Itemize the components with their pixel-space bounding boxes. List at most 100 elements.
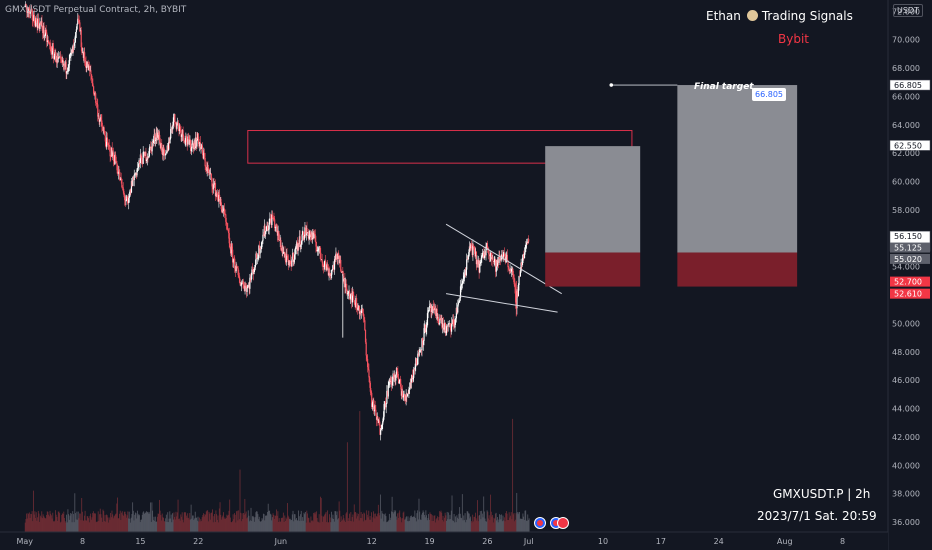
volume-bar [55,514,57,532]
candle-body [148,148,150,157]
candle-body [364,320,366,331]
volume-bar [515,513,517,532]
candle-body [207,167,209,169]
price-tick: 70.000 [892,36,920,45]
candle-body [371,403,374,407]
volume-bar [333,521,335,532]
candle-body [75,29,78,33]
volume-bar [426,515,428,532]
candle-body [349,296,351,299]
candle-body [427,311,429,314]
volume-bar [320,496,321,532]
candle-body [451,323,453,325]
candle-body [371,392,373,407]
candle-body [380,429,382,430]
volume-bar [434,515,436,532]
volume-bar [437,516,439,532]
candle-body [516,291,518,309]
volume-bar [309,522,311,532]
candle-body [152,139,155,144]
candle-body [139,160,141,164]
candle-body [376,417,378,420]
candle-body [302,231,305,240]
volume-bar [205,514,207,532]
candle-body [79,22,81,32]
candle-body [282,247,284,254]
candle-body [86,61,89,67]
candle-body [402,391,404,398]
volume-bar [161,513,163,532]
candle-body [441,317,443,328]
volume-bar [93,513,95,532]
candle-body [110,156,112,157]
volume-bar [46,511,48,532]
volume-bar [375,513,377,532]
candle-body [303,236,305,240]
candle-body [44,35,46,37]
candle-body [88,65,90,71]
candle-body [183,135,185,141]
candle-body [135,172,137,176]
candle-body [360,311,362,313]
candle-body [358,305,360,314]
candle-body [66,70,69,72]
volume-bar [106,514,107,532]
volume-bar [25,519,27,532]
candle-body [394,375,396,381]
candle-body [255,253,257,265]
candle-body [373,406,376,412]
candle-body [469,246,471,249]
volume-bar [422,510,424,532]
candle-body [423,328,425,341]
candle-body [68,64,70,68]
candle-body [108,145,110,146]
candle-body [95,93,97,103]
candle-body [475,251,477,265]
candle-body [31,9,33,11]
candle-body [246,287,248,292]
candle-body [438,323,440,324]
candle-body [435,307,437,316]
candle-body [130,189,132,193]
candle-body [367,367,369,370]
candle-body [149,146,151,149]
volume-bar [229,499,231,532]
candle-body [163,149,166,155]
candle-body [59,56,61,58]
candle-body [142,152,144,164]
candle-body [463,275,465,279]
candle-body [450,323,453,332]
volume-bar [340,521,341,532]
volume-bar [505,513,507,532]
candle-body [308,235,310,239]
volume-bar [198,521,200,532]
volume-bar [77,511,79,532]
candle-body [115,161,117,164]
volume-bar [171,522,173,532]
candle-body [132,176,134,186]
volume-bar [223,512,224,532]
candle-body [199,142,201,149]
volume-bar [66,514,67,532]
candle-body [454,319,456,328]
volume-bar [205,511,207,532]
candle-body [185,136,187,142]
candle-body [328,272,330,276]
currency-unit[interactable]: USDT [893,4,923,17]
volume-bar [220,514,222,532]
volume-bar [428,519,430,532]
volume-bar [525,510,527,532]
volume-bar [516,492,518,532]
candle-body [440,317,442,321]
volume-bar [389,520,391,532]
candle-body [87,61,89,71]
candle-body [489,255,491,257]
candle-body [397,371,399,378]
volume-bar [456,515,458,532]
price-badge-value: 66.805 [894,81,922,90]
candle-body [27,8,29,13]
candle-body [145,152,147,161]
volume-bar [445,515,447,532]
candle-body [132,176,135,180]
